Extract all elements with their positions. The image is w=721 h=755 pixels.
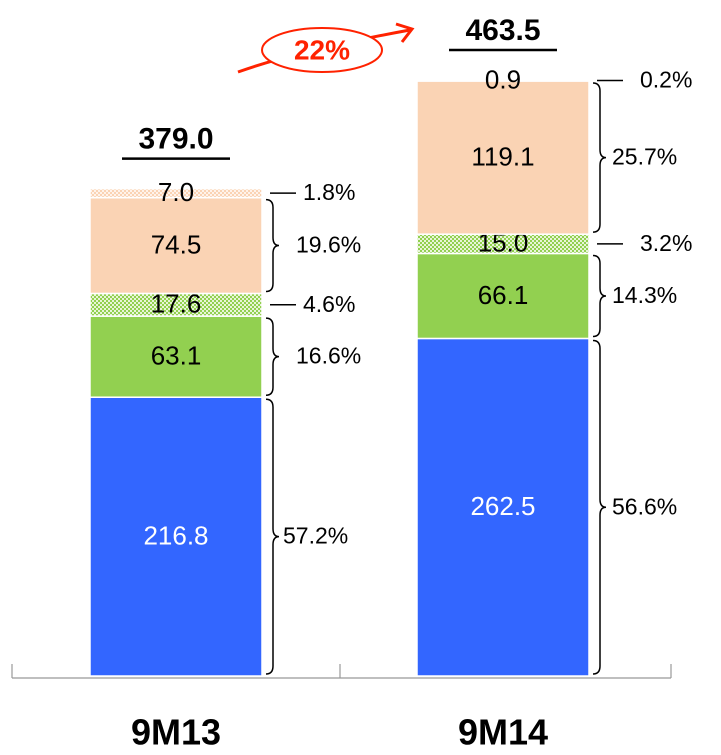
value-label: 0.9 (485, 64, 521, 94)
bar-segment (89, 187, 263, 199)
x-tick-label: 9M13 (131, 712, 221, 753)
percent-label: 19.6% (296, 232, 361, 258)
value-label: 74.5 (151, 229, 202, 259)
percent-brace (592, 82, 607, 233)
value-label: 63.1 (151, 341, 202, 371)
percent-brace (265, 317, 280, 396)
percent-label: 0.2% (640, 67, 692, 93)
x-tick-label: 9M14 (458, 712, 548, 753)
percent-label: 4.6% (303, 291, 355, 317)
percent-label: 57.2% (283, 523, 348, 549)
percent-label: 14.3% (612, 282, 677, 308)
value-label: 262.5 (470, 491, 535, 521)
percent-brace (592, 254, 607, 338)
growth-arrow (237, 22, 415, 74)
percent-brace (592, 339, 607, 675)
percent-label: 56.6% (612, 493, 677, 519)
axis (11, 664, 672, 679)
percent-label: 25.7% (612, 144, 677, 170)
percent-label: 3.2% (640, 230, 692, 256)
total-label: 463.5 (465, 14, 540, 47)
percent-label: 1.8% (303, 179, 355, 205)
value-label: 66.1 (478, 280, 529, 310)
total-label: 379.0 (138, 123, 213, 156)
bar-segment (416, 337, 590, 677)
bar-segment (416, 80, 590, 235)
percent-label: 16.6% (296, 343, 361, 369)
bar-segment (89, 315, 263, 398)
value-label: 7.0 (158, 177, 194, 207)
bar-segment (89, 196, 263, 295)
value-label: 119.1 (471, 141, 534, 171)
percent-brace (265, 198, 280, 293)
bar-segment (416, 79, 590, 82)
growth-label: 22% (294, 34, 350, 65)
bar-segment (89, 396, 263, 677)
percent-brace (265, 398, 280, 675)
value-label: 216.8 (143, 520, 208, 550)
